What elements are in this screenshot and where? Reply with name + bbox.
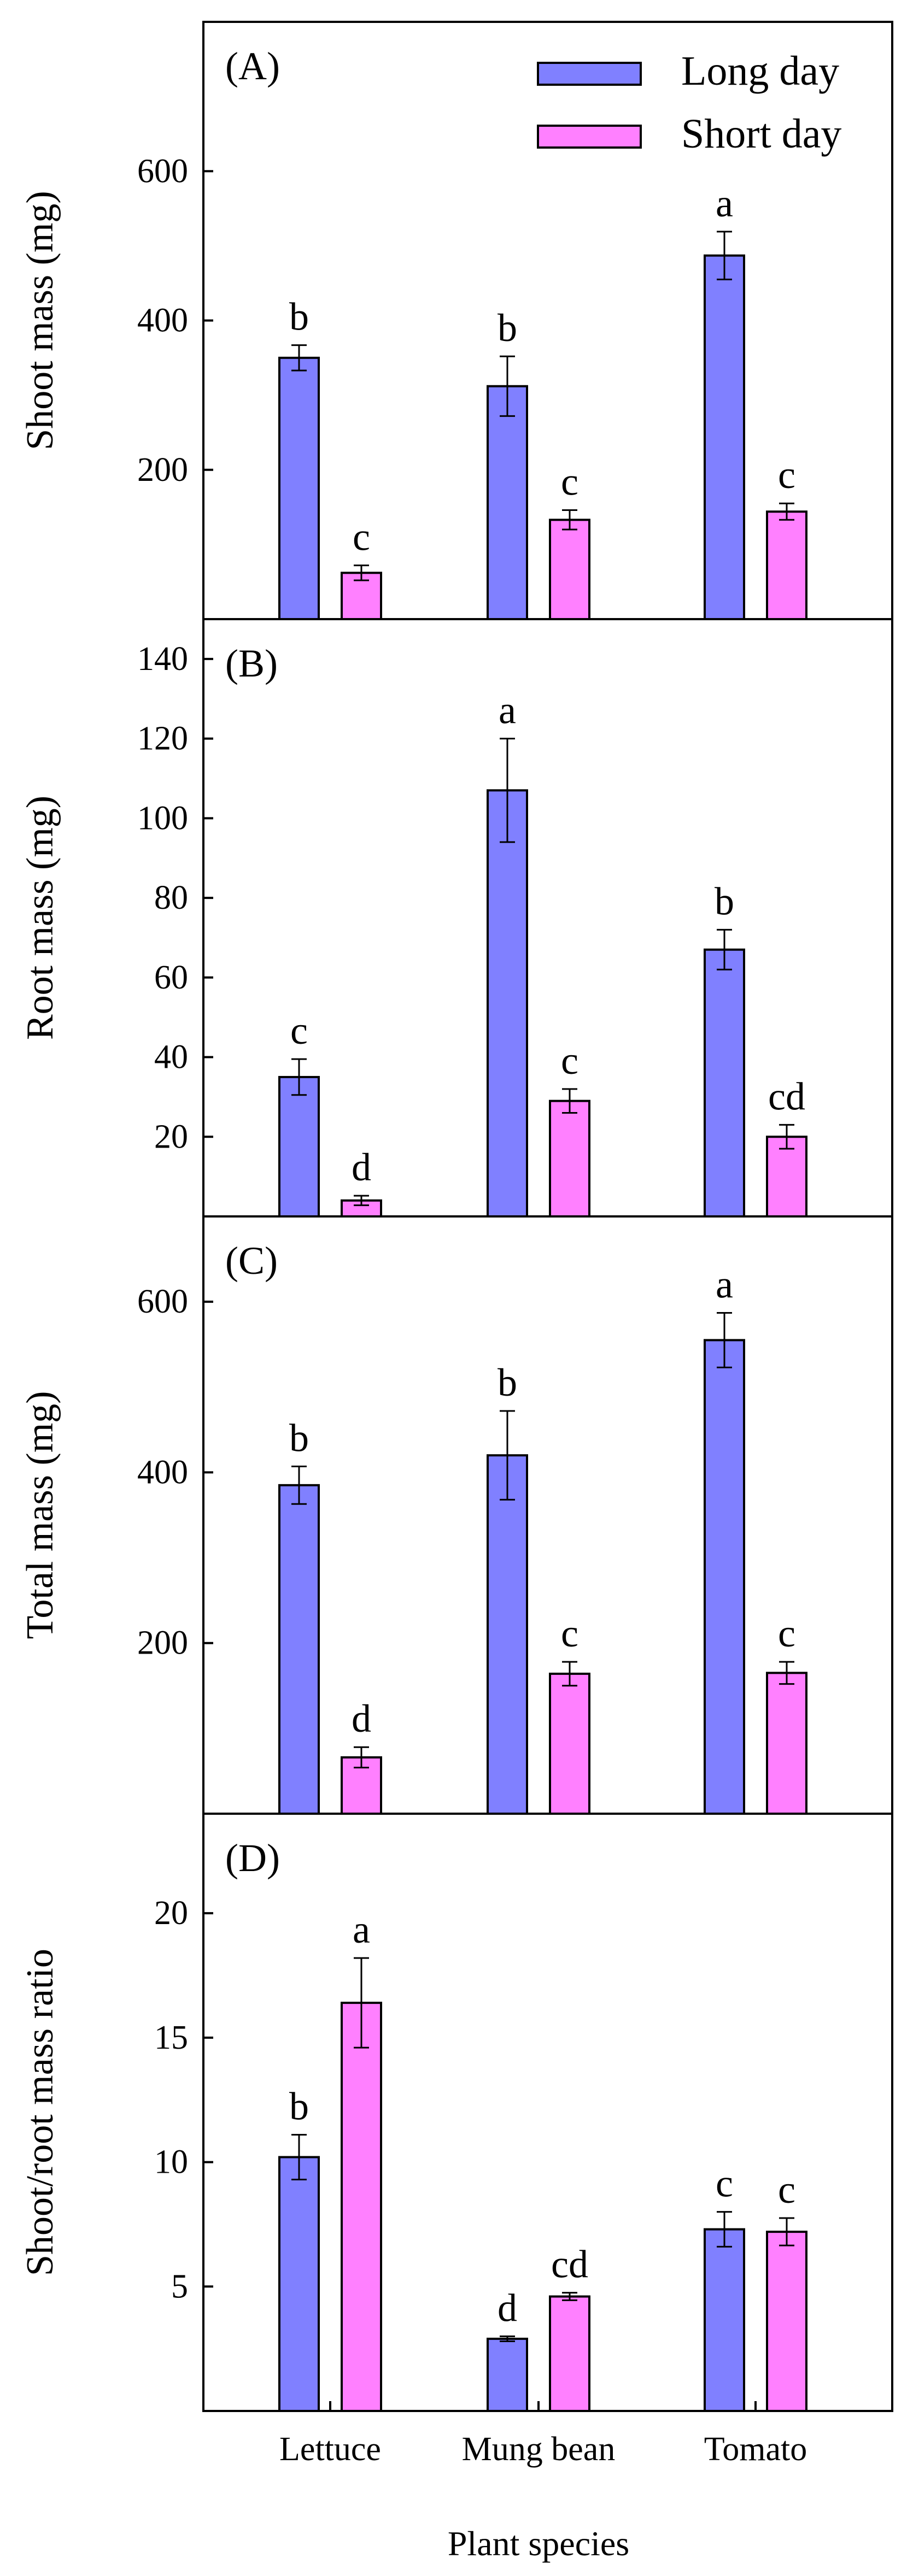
significance-letter: c bbox=[778, 2168, 795, 2212]
bar-long-day-mung-bean bbox=[487, 2337, 528, 2413]
significance-letter: c bbox=[561, 1612, 578, 1655]
significance-letter: b bbox=[498, 306, 517, 350]
bar-long-day-lettuce bbox=[278, 1484, 320, 1815]
significance-letter: b bbox=[289, 295, 309, 339]
y-tick-label: 20 bbox=[154, 1895, 188, 1932]
bar-long-day-mung-bean bbox=[487, 789, 528, 1218]
x-tick-label-tomato: Tomato bbox=[704, 2431, 807, 2468]
bar-short-day-tomato bbox=[766, 2231, 807, 2413]
panel--a-: 200 400 600 Shoot mass (mg) (A) b b a c c c bbox=[19, 21, 893, 621]
y-tick-label: 140 bbox=[137, 640, 188, 678]
y-tick-label: 200 bbox=[137, 1625, 188, 1662]
significance-letter: b bbox=[289, 1416, 309, 1460]
significance-letter: c bbox=[716, 2162, 733, 2206]
y-axis-title: Total mass (mg) bbox=[19, 1391, 61, 1639]
panel--d-: 5 10 15 20 Shoot/root mass ratio (D) b d c a cd c bbox=[19, 1813, 893, 2413]
panel-label: (D) bbox=[225, 1836, 280, 1880]
legend-label-long-day: Long day bbox=[681, 48, 839, 94]
y-axis-title: Shoot mass (mg) bbox=[19, 191, 61, 450]
significance-letter: c bbox=[778, 453, 795, 497]
y-tick-label: 600 bbox=[137, 1283, 188, 1320]
y-tick-label: 10 bbox=[154, 2144, 188, 2181]
bar-long-day-tomato bbox=[704, 948, 745, 1218]
bar-short-day-mung-bean bbox=[549, 1099, 590, 1218]
legend-label-short-day: Short day bbox=[681, 111, 841, 157]
y-tick-label: 600 bbox=[137, 152, 188, 190]
bar-short-day-mung-bean bbox=[549, 519, 590, 620]
legend-swatch-long-day bbox=[537, 62, 642, 86]
panel-label: (C) bbox=[225, 1239, 278, 1283]
bar-long-day-tomato bbox=[704, 1339, 745, 1815]
significance-letter: b bbox=[498, 1361, 517, 1404]
significance-letter: d bbox=[498, 2286, 517, 2330]
bar-long-day-tomato bbox=[704, 2228, 745, 2413]
x-axis-title: Plant species bbox=[448, 2524, 629, 2563]
y-tick-label: 40 bbox=[154, 1039, 188, 1076]
x-axis-tick-labels: Lettuce Mung bean Tomato bbox=[279, 2431, 807, 2468]
bar-long-day-mung-bean bbox=[487, 1454, 528, 1815]
significance-letter: c bbox=[561, 1039, 578, 1083]
significance-letter: d bbox=[352, 1697, 371, 1740]
x-tick-label-lettuce: Lettuce bbox=[279, 2431, 381, 2468]
y-tick-label: 400 bbox=[137, 1454, 188, 1491]
bar-long-day-mung-bean bbox=[487, 385, 528, 620]
y-tick-label: 15 bbox=[154, 2019, 188, 2056]
panel-frame bbox=[202, 1813, 893, 2412]
panel--c-: 200 400 600 Total mass (mg) (C) b b a d c c bbox=[19, 1215, 893, 1815]
significance-letter: d bbox=[352, 1145, 371, 1189]
significance-letter: c bbox=[778, 1612, 795, 1655]
y-axis-title: Root mass (mg) bbox=[19, 796, 61, 1040]
panels-group: 200 400 600 Shoot mass (mg) (A) b b a c c c 20 40 60 8… bbox=[19, 21, 893, 2413]
bar-long-day-lettuce bbox=[278, 1075, 320, 1218]
bar-long-day-tomato bbox=[704, 254, 745, 621]
y-tick-label: 200 bbox=[137, 451, 188, 489]
significance-letter: a bbox=[353, 1908, 370, 1951]
significance-letter: a bbox=[716, 181, 733, 225]
panel--b-: 20 40 60 80 100 120 140 Root mass (mg) (B) c a b d c c… bbox=[19, 618, 893, 1218]
bar-long-day-lettuce bbox=[278, 356, 320, 620]
bar-long-day-lettuce bbox=[278, 2156, 320, 2413]
y-tick-label: 80 bbox=[154, 879, 188, 916]
significance-letter: b bbox=[715, 879, 734, 923]
significance-letter: cd bbox=[768, 1074, 805, 1118]
y-tick-label: 60 bbox=[154, 959, 188, 996]
bar-short-day-tomato bbox=[766, 510, 807, 621]
bar-short-day-tomato bbox=[766, 1672, 807, 1815]
y-tick-label: 20 bbox=[154, 1118, 188, 1155]
x-tick-label-mung-bean: Mung bean bbox=[462, 2431, 616, 2468]
panel-label: (B) bbox=[225, 642, 278, 685]
bar-short-day-mung-bean bbox=[549, 1672, 590, 1815]
y-tick-label: 100 bbox=[137, 799, 188, 837]
significance-letter: a bbox=[716, 1262, 733, 1306]
significance-letter: cd bbox=[551, 2243, 588, 2286]
y-tick-label: 400 bbox=[137, 302, 188, 339]
bar-short-day-lettuce bbox=[341, 2002, 382, 2413]
y-axis-title: Shoot/root mass ratio bbox=[19, 1949, 61, 2276]
significance-letter: c bbox=[561, 460, 578, 504]
bar-short-day-mung-bean bbox=[549, 2295, 590, 2412]
y-tick-label: 120 bbox=[137, 720, 188, 757]
y-tick-label: 5 bbox=[171, 2268, 188, 2305]
legend-swatch-short-day bbox=[537, 125, 642, 149]
significance-letter: a bbox=[499, 689, 516, 732]
panel-label: (A) bbox=[225, 44, 280, 88]
significance-letter: c bbox=[290, 1009, 308, 1052]
significance-letter: b bbox=[289, 2084, 309, 2128]
significance-letter: c bbox=[353, 515, 370, 559]
legend: Long day Short day bbox=[537, 48, 841, 157]
